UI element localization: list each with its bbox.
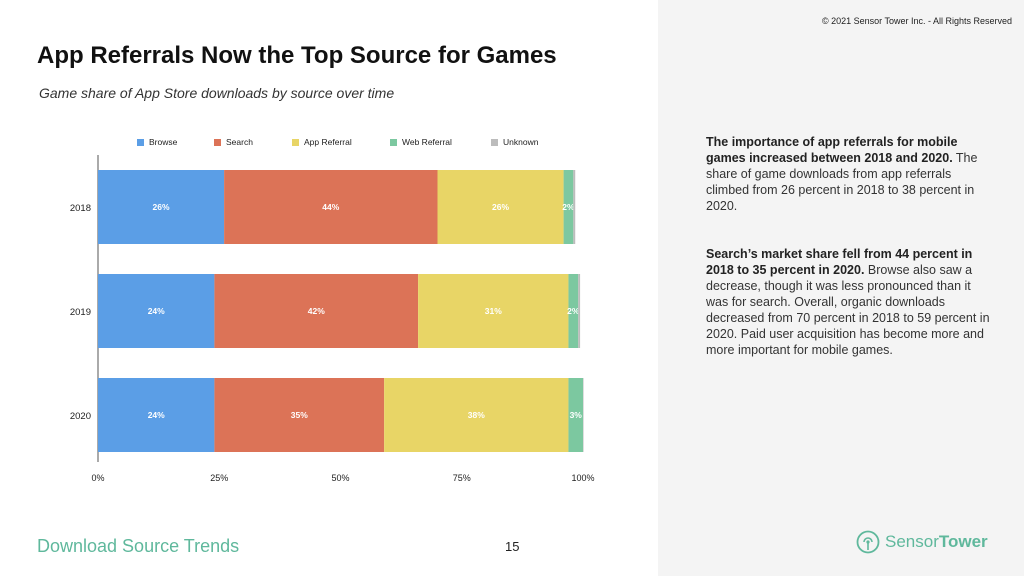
bar-2020-search: [214, 378, 385, 452]
x-tick-label-1: 25%: [210, 473, 228, 483]
legend-label-unknown: Unknown: [503, 137, 539, 147]
section-title: Download Source Trends: [37, 536, 240, 556]
commentary-paragraph-1: The importance of app referrals for mobi…: [706, 134, 996, 214]
brand: SensorTower: [856, 530, 988, 554]
legend-item-unknown: Unknown: [491, 137, 538, 147]
legend-item-app-referral: App Referral: [292, 137, 352, 147]
bar-2020-app-referral: [384, 378, 569, 452]
legend-label-web-referral: Web Referral: [402, 137, 452, 147]
data-label-2018-search: 44%: [322, 202, 339, 212]
x-tick-label-4: 100%: [571, 473, 594, 483]
page-title: App Referrals Now the Top Source for Gam…: [37, 42, 557, 69]
data-label-2019-web-referral: 2%: [567, 306, 580, 316]
brand-name-regular: Sensor: [885, 532, 939, 551]
legend-item-search: Search: [214, 137, 253, 147]
sensor-tower-logo-icon: [856, 530, 880, 554]
commentary-paragraph-2: Search’s market share fell from 44 perce…: [706, 246, 996, 358]
x-tick-label-2: 50%: [331, 473, 349, 483]
page-number: 15: [505, 539, 520, 554]
data-label-2020-browse: 24%: [148, 410, 165, 420]
x-tick-label-3: 75%: [453, 473, 471, 483]
data-label-2019-search: 42%: [308, 306, 325, 316]
bar-2019-app-referral: [418, 274, 569, 348]
data-label-2019-browse: 24%: [148, 306, 165, 316]
legend-label-browse: Browse: [149, 137, 178, 147]
bar-2018-web-referral: [563, 170, 574, 244]
category-label-2018: 2018: [70, 203, 91, 214]
chart-legend: Browse Search App Referral Web Referral …: [137, 137, 597, 149]
category-label-2020: 2020: [70, 411, 91, 422]
data-label-2020-web-referral: 3%: [570, 410, 583, 420]
bar-2018-app-referral: [437, 170, 564, 244]
commentary-body-2: Browse also saw a decrease, though it wa…: [706, 263, 990, 357]
stacked-bar-chart: 26% 44% 26% 2% 2018 24% 42% 31% 2% 2019 24% 35% 38% 3…: [70, 155, 595, 483]
copyright-notice: © 2021 Sensor Tower Inc. - All Rights Re…: [821, 16, 1012, 26]
data-label-2018-browse: 26%: [153, 202, 170, 212]
commentary-body-1: The share of game downloads from app ref…: [706, 151, 978, 213]
bar-2018-search: [224, 170, 438, 244]
legend-swatch-web-referral: [390, 138, 397, 146]
legend-swatch-app-referral: [292, 138, 299, 146]
brand-name-bold: Tower: [938, 532, 988, 551]
bar-2020-web-referral: [568, 378, 583, 452]
bar-2019-browse: [98, 274, 215, 348]
bar-2019-unknown: [578, 274, 581, 348]
side-panel: [658, 0, 1024, 576]
bar-2019-web-referral: [568, 274, 579, 348]
commentary-lead-1: The importance of app referrals for mobi…: [706, 135, 958, 165]
x-tick-label-0: 0%: [91, 473, 104, 483]
data-label-2020-app-referral: 38%: [468, 410, 485, 420]
legend-label-app-referral: App Referral: [304, 137, 352, 147]
page-subtitle: Game share of App Store downloads by sou…: [39, 85, 395, 101]
commentary-lead-2: Search’s market share fell from 44 perce…: [706, 247, 973, 277]
commentary: The importance of app referrals for mobi…: [706, 134, 996, 390]
data-label-2020-search: 35%: [291, 410, 308, 420]
bar-2020-browse: [98, 378, 215, 452]
legend-swatch-search: [214, 138, 221, 146]
legend-item-browse: Browse: [137, 137, 177, 147]
legend-item-web-referral: Web Referral: [390, 137, 452, 147]
data-label-2018-app-referral: 26%: [492, 202, 509, 212]
category-label-2019: 2019: [70, 307, 91, 318]
bar-2019-search: [214, 274, 419, 348]
data-label-2019-app-referral: 31%: [485, 306, 502, 316]
legend-swatch-browse: [137, 138, 144, 146]
brand-name: SensorTower: [885, 532, 988, 552]
legend-swatch-unknown: [491, 138, 498, 146]
bar-2018-unknown: [573, 170, 576, 244]
data-label-2018-web-referral: 2%: [562, 202, 575, 212]
bar-2018-browse: [98, 170, 225, 244]
legend-label-search: Search: [226, 137, 253, 147]
